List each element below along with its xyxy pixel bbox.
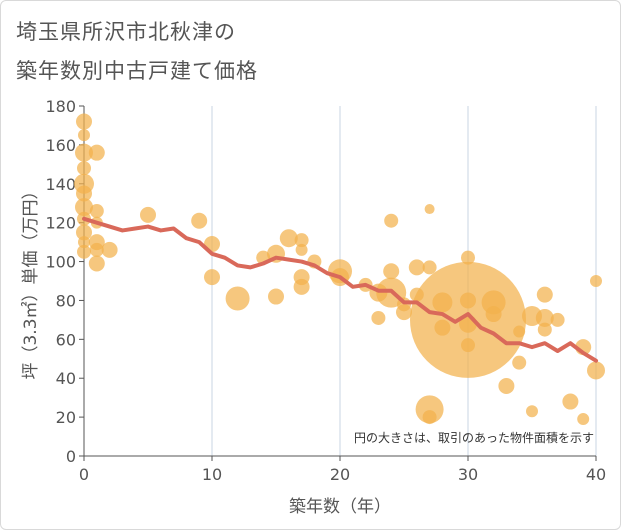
bubble-point-27 xyxy=(294,233,309,248)
bubble-point-66 xyxy=(562,393,579,410)
bubble-point-61 xyxy=(526,405,538,418)
bubble-point-19 xyxy=(191,212,208,229)
x-axis-title: 築年数（年） xyxy=(289,497,391,517)
bubble-point-47 xyxy=(422,410,437,425)
bubble-point-36 xyxy=(371,310,386,325)
y-axis-title: 坪（3.3㎡）単価（万円） xyxy=(21,182,41,379)
bubble-point-26 xyxy=(279,229,298,248)
bubble-point-68 xyxy=(577,413,590,426)
y-tick-label-40: 40 xyxy=(56,369,76,388)
y-tick-label-80: 80 xyxy=(56,291,76,310)
y-tick-label-60: 60 xyxy=(56,330,76,349)
bubble-point-28 xyxy=(295,243,308,256)
bubble-point-3 xyxy=(77,161,91,176)
x-tick-label-30: 30 xyxy=(458,465,478,484)
bubble-point-38 xyxy=(383,263,400,280)
bubble-point-6 xyxy=(75,198,93,217)
bubble-point-69 xyxy=(590,275,602,287)
bubble-point-2 xyxy=(75,143,93,162)
y-tick-label-140: 140 xyxy=(45,175,76,194)
bubble-point-46 xyxy=(415,395,444,424)
bubble-point-8 xyxy=(76,224,92,241)
y-tick-label-0: 0 xyxy=(66,447,76,466)
bubble-point-5 xyxy=(76,185,92,202)
bubble-point-58 xyxy=(512,355,527,370)
bubble-point-15 xyxy=(89,242,104,257)
bubble-point-55 xyxy=(481,290,506,315)
bubble-point-59 xyxy=(513,325,526,338)
bubble-point-22 xyxy=(225,286,250,311)
bubble-point-16 xyxy=(88,255,105,272)
bubble-point-30 xyxy=(293,278,310,295)
bubble-point-21 xyxy=(204,269,220,286)
bubble-point-37 xyxy=(384,213,399,228)
bubble-point-57 xyxy=(498,378,515,394)
chart-title-line-2: 築年数別中古戸建て価格 xyxy=(16,59,258,83)
bubble-point-63 xyxy=(535,308,554,327)
bubble-point-17 xyxy=(101,241,118,258)
bubble-point-11 xyxy=(88,144,105,161)
bubble-point-0 xyxy=(76,113,92,130)
bubble-point-70 xyxy=(587,361,605,380)
x-tick-label-0: 0 xyxy=(79,465,89,484)
bubble-point-1 xyxy=(78,129,90,142)
bubble-point-64 xyxy=(537,322,552,337)
trend-line xyxy=(82,216,598,363)
bubble-point-62 xyxy=(536,286,553,303)
bubble-point-44 xyxy=(424,204,435,215)
x-tick-label-10: 10 xyxy=(202,465,222,484)
y-tick-label-20: 20 xyxy=(56,408,76,427)
y-tick-label-120: 120 xyxy=(45,214,76,233)
bubble-point-10 xyxy=(77,244,91,259)
bubble-point-56 xyxy=(485,306,502,323)
y-tick-label-100: 100 xyxy=(45,253,76,272)
bubble-point-42 xyxy=(408,259,425,276)
y-tick-label-180: 180 xyxy=(45,97,76,116)
bubble-point-25 xyxy=(268,288,284,305)
bubble-point-65 xyxy=(550,312,565,327)
chart-title-line-1: 埼玉県所沢市北秋津の xyxy=(16,20,236,44)
bubble-point-9 xyxy=(78,236,90,249)
y-tick-label-160: 160 xyxy=(45,136,76,155)
bubble-point-12 xyxy=(89,204,104,218)
size-legend-note: 円の大きさは、取引のあった物件面積を示す xyxy=(354,430,594,445)
x-tick-label-40: 40 xyxy=(586,465,606,484)
bubble-point-18 xyxy=(140,206,156,223)
x-tick-label-20: 20 xyxy=(330,465,350,484)
bubble-point-54 xyxy=(410,261,526,378)
bubble-point-45 xyxy=(422,260,437,275)
bubble-point-50 xyxy=(461,250,475,265)
